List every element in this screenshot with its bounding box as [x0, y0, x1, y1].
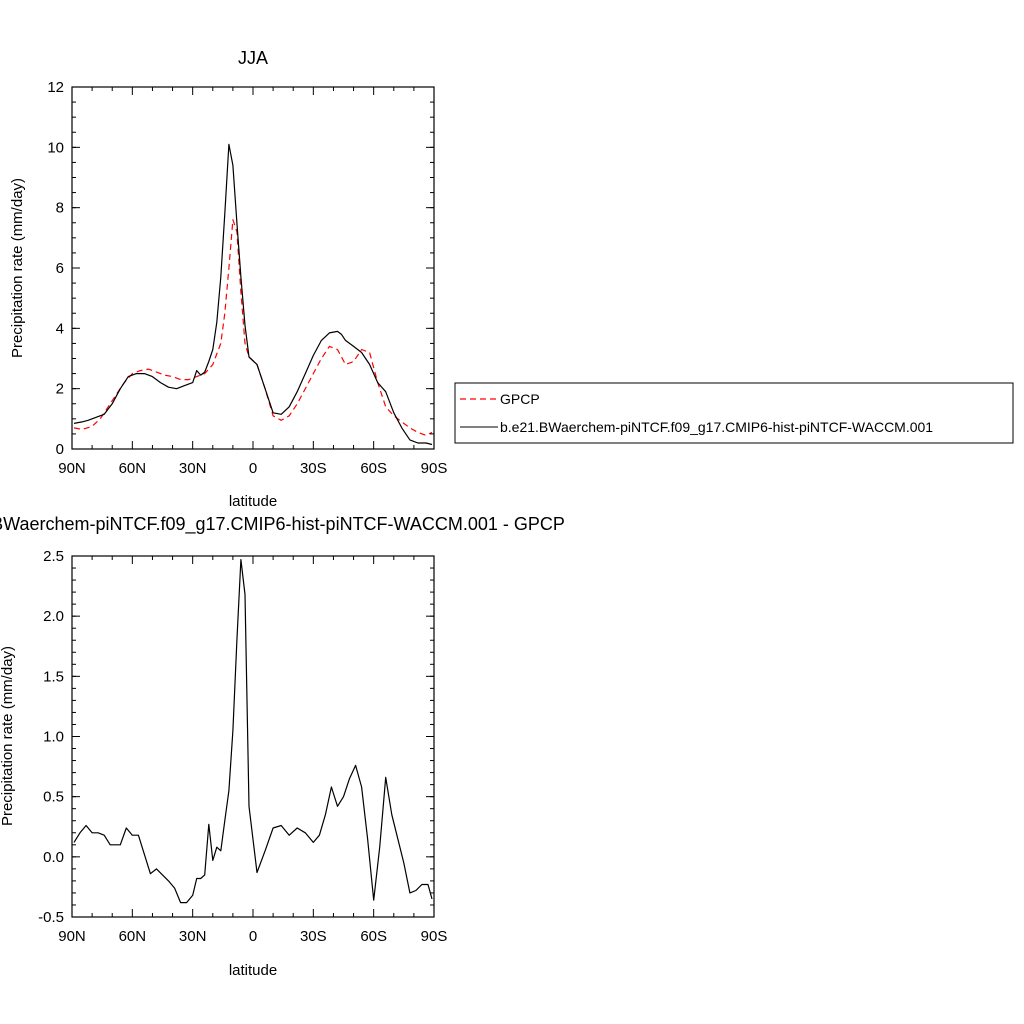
bottom-chart-series-group — [73, 558, 433, 904]
bottom-chart-y-tick-label: 2.5 — [43, 548, 64, 565]
bottom-chart-x-tick-label: 30N — [179, 928, 207, 945]
top-chart-y-tick-label: 8 — [56, 200, 64, 217]
legend-model-label: b.e21.BWaerchem-piNTCF.f09_g17.CMIP6-his… — [500, 419, 933, 435]
legend-box — [454, 382, 1014, 444]
bottom-chart-x-tick-label: 0 — [249, 928, 257, 945]
top-chart-title: JJA — [238, 48, 268, 68]
bottom-chart-y-tick-label: 1.0 — [43, 729, 64, 746]
bottom-chart-x-tick-label: 60N — [119, 928, 147, 945]
top-chart-series-group — [73, 143, 433, 446]
top-chart-x-tick-label: 90S — [421, 460, 448, 477]
top-chart-x-tick-label: 30S — [300, 460, 327, 477]
bottom-chart-frame — [71, 555, 435, 918]
bottom-chart-y-tick-label: -0.5 — [38, 909, 64, 926]
top-chart-x-tick-label: 30N — [179, 460, 207, 477]
bottom-chart-x-axis-title: latitude — [229, 962, 277, 979]
bottom-chart-x-tick-label: 90S — [421, 928, 448, 945]
bottom-chart-y-tick-label: 0.0 — [43, 849, 64, 866]
top-chart-ticks: 90N 60N 30N 0 30S 60S 90S 0 2 4 6 8 10 12 — [47, 79, 447, 477]
top-chart-y-tick-label: 10 — [47, 139, 64, 156]
bottom-chart-y-tick-label: 1.5 — [43, 668, 64, 685]
bottom-chart-x-tick-label: 30S — [300, 928, 327, 945]
bottom-chart-y-axis-title: Precipitation rate (mm/day) — [0, 646, 16, 826]
bottom-chart-y-tick-label: 2.0 — [43, 608, 64, 625]
bottom-chart: b.e21.BWaerchem-piNTCF.f09_g17.CMIP6-his… — [0, 514, 565, 979]
top-chart-x-tick-label: 0 — [249, 460, 257, 477]
top-chart-x-tick-label: 60N — [119, 460, 147, 477]
top-chart-y-tick-label: 4 — [56, 320, 64, 337]
top-chart-frame — [71, 86, 435, 450]
top-chart-series-line-0 — [73, 219, 433, 436]
bottom-chart-y-tick-label: 0.5 — [43, 789, 64, 806]
bottom-chart-x-tick-label: 90N — [58, 928, 86, 945]
top-chart-y-tick-label: 2 — [56, 381, 64, 398]
top-chart-y-tick-label: 12 — [47, 79, 64, 96]
top-chart-legend: GPCP b.e21.BWaerchem-piNTCF.f09_g17.CMIP… — [454, 382, 1014, 444]
top-chart-x-tick-label: 90N — [58, 460, 86, 477]
top-chart-y-tick-label: 0 — [56, 441, 64, 458]
bottom-chart-ticks: 90N 60N 30N 0 30S 60S 90S -0.5 0.0 0.5 1.0 1.5 2.0 2.… — [38, 548, 447, 945]
bottom-chart-series-line-0 — [73, 558, 433, 904]
top-chart-x-tick-label: 60S — [360, 460, 387, 477]
top-chart-series-line-1 — [73, 143, 433, 446]
bottom-chart-title: b.e21.BWaerchem-piNTCF.f09_g17.CMIP6-his… — [0, 514, 565, 535]
top-chart: JJA 90N 60N 30N 0 30S 60S 90S 0 2 4 6 8 10 12 latitud… — [9, 48, 447, 510]
bottom-chart-x-tick-label: 60S — [360, 928, 387, 945]
top-chart-x-axis-title: latitude — [229, 493, 277, 510]
top-chart-y-axis-title: Precipitation rate (mm/day) — [9, 178, 26, 358]
top-chart-y-tick-label: 6 — [56, 260, 64, 277]
legend-gpcp-label: GPCP — [500, 391, 540, 407]
